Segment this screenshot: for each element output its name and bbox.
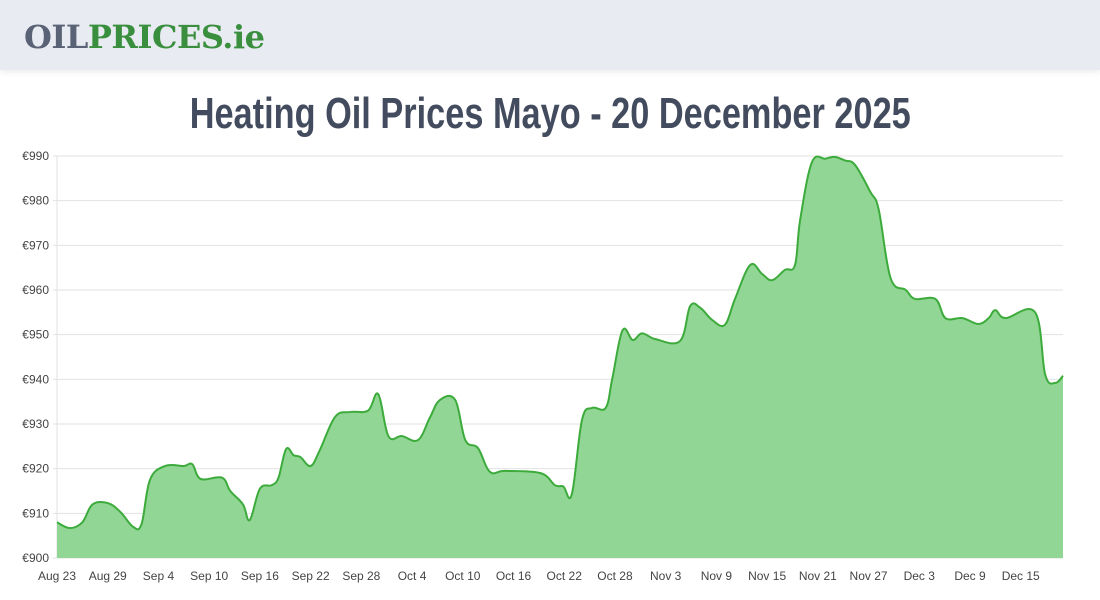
- x-tick-label: Sep 16: [241, 569, 279, 583]
- x-tick-label: Nov 27: [850, 569, 888, 583]
- x-tick-label: Oct 10: [445, 569, 481, 583]
- x-tick-label: Sep 10: [190, 569, 228, 583]
- y-tick-label: €990: [22, 149, 49, 163]
- page-title: Heating Oil Prices Mayo - 20 December 20…: [0, 84, 1100, 144]
- y-tick-label: €910: [22, 506, 49, 520]
- x-tick-label: Nov 9: [701, 569, 733, 583]
- y-tick-label: €930: [22, 417, 49, 431]
- x-tick-label: Nov 15: [748, 569, 786, 583]
- x-tick-label: Oct 4: [398, 569, 427, 583]
- x-tick-label: Nov 21: [799, 569, 837, 583]
- x-tick-label: Oct 28: [597, 569, 633, 583]
- logo-prices-text: PRICES.ie: [87, 18, 265, 56]
- x-tick-label: Oct 22: [547, 569, 583, 583]
- y-tick-label: €960: [22, 283, 49, 297]
- site-logo[interactable]: OILPRICES.ie: [24, 17, 265, 57]
- logo-oil-text: OIL: [24, 18, 88, 56]
- y-tick-label: €900: [22, 551, 49, 565]
- x-axis: Aug 23 Aug 29 Sep 4 Sep 10 Sep 16 Sep 22 Sep 2…: [38, 569, 1040, 583]
- x-tick-label: Sep 28: [342, 569, 380, 583]
- price-area: [57, 156, 1063, 558]
- price-line[interactable]: [56, 155, 1064, 531]
- y-tick-label: €950: [22, 328, 49, 342]
- x-tick-label: Dec 3: [904, 569, 936, 583]
- x-tick-label: Dec 9: [954, 569, 986, 583]
- y-tick-label: €980: [22, 194, 49, 208]
- x-tick-label: Sep 22: [292, 569, 330, 583]
- y-tick-label: €970: [22, 238, 49, 252]
- page-title-text: Heating Oil Prices Mayo - 20 December 20…: [189, 89, 911, 138]
- x-tick-label: Aug 29: [89, 569, 127, 583]
- x-tick-label: Aug 23: [38, 569, 76, 583]
- x-tick-label: Sep 4: [143, 569, 175, 583]
- x-tick-label: Nov 3: [650, 569, 682, 583]
- y-tick-label: €920: [22, 462, 49, 476]
- site-header: OILPRICES.ie: [0, 0, 1100, 70]
- x-tick-label: Oct 16: [496, 569, 532, 583]
- x-tick-label: Dec 15: [1002, 569, 1040, 583]
- y-axis: €900 €910 €920 €930 €940 €950 €960 €970 €980 €990: [22, 149, 49, 565]
- y-tick-label: €940: [22, 372, 49, 386]
